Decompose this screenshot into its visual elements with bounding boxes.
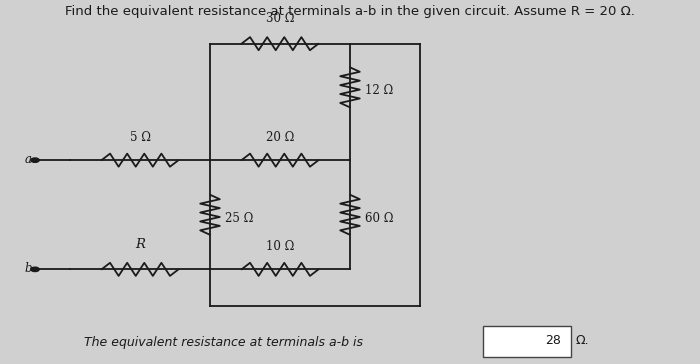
Circle shape [31,158,39,162]
Text: 28: 28 [545,334,561,347]
Text: 60 Ω: 60 Ω [365,212,394,225]
Circle shape [31,267,39,272]
Text: 20 Ω: 20 Ω [266,131,294,144]
Text: b: b [24,262,32,275]
Text: a: a [25,153,32,166]
FancyBboxPatch shape [483,326,570,357]
Text: 12 Ω: 12 Ω [365,84,393,98]
Text: 10 Ω: 10 Ω [266,240,294,253]
Text: Ω.: Ω. [575,334,589,347]
Text: 30 Ω: 30 Ω [266,12,294,25]
Text: 5 Ω: 5 Ω [130,131,150,144]
Text: Find the equivalent resistance at terminals a-b in the given circuit. Assume R =: Find the equivalent resistance at termin… [65,5,635,19]
Text: The equivalent resistance at terminals a-b is: The equivalent resistance at terminals a… [84,336,363,349]
Text: R: R [135,238,145,251]
Text: 25 Ω: 25 Ω [225,212,254,225]
